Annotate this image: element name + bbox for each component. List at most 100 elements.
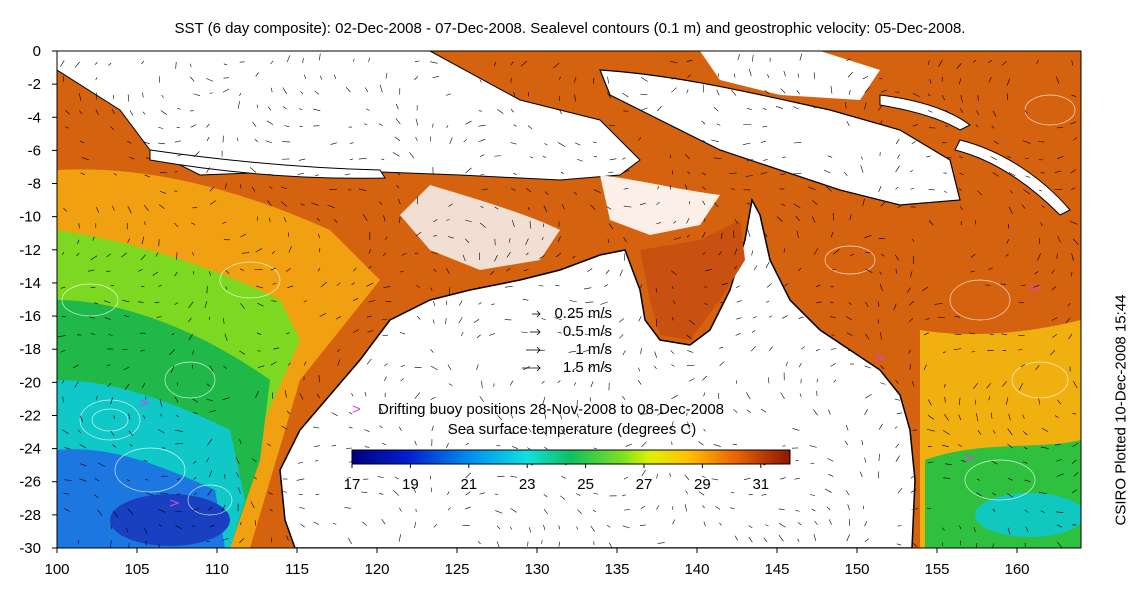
velocity-arrow [753, 265, 758, 271]
velocity-arrow [190, 124, 197, 128]
velocity-arrow [570, 334, 576, 336]
velocity-arrow [1007, 493, 1014, 498]
velocity-arrow [777, 216, 783, 222]
velocity-arrow [381, 518, 386, 525]
velocity-arrow [313, 521, 319, 525]
velocity-arrow [417, 316, 421, 320]
plot-area [57, 51, 1081, 548]
velocity-arrow [127, 94, 130, 102]
velocity-arrow [478, 302, 482, 305]
velocity-arrow [159, 399, 163, 407]
velocity-arrow [480, 206, 484, 208]
velocity-arrow [961, 459, 966, 463]
velocity-arrow [813, 533, 817, 541]
velocity-arrow [711, 478, 719, 481]
velocity-arrow [587, 268, 593, 272]
velocity-arrow [826, 506, 831, 511]
velocity-arrow [176, 493, 181, 495]
velocity-legend: 0.25 m/s0.5 m/s1 m/s1.5 m/s [522, 305, 612, 376]
velocity-arrow [1005, 253, 1009, 257]
velocity-arrow [1070, 169, 1077, 174]
velocity-arrow [508, 238, 511, 243]
velocity-arrow [447, 364, 452, 371]
velocity-arrow [142, 383, 146, 389]
colorbar-tick-label: 27 [636, 476, 653, 493]
velocity-arrow [909, 170, 913, 173]
velocity-arrow [590, 381, 594, 388]
velocity-arrow [368, 300, 376, 303]
velocity-arrow [1006, 397, 1009, 405]
velocity-arrow [378, 123, 383, 126]
velocity-arrow [256, 104, 259, 109]
velocity-arrow [1072, 442, 1079, 447]
velocity-arrow [154, 301, 160, 304]
velocity-arrow [704, 410, 707, 415]
velocity-arrow [775, 105, 784, 109]
velocity-arrow [348, 411, 353, 415]
velocity-arrow [379, 425, 383, 429]
velocity-arrow [430, 287, 433, 291]
velocity-arrow [848, 89, 851, 95]
velocity-arrow [1006, 78, 1010, 86]
velocity-arrow [639, 413, 648, 415]
velocity-arrow [959, 525, 962, 530]
velocity-arrow [362, 214, 368, 221]
velocity-arrow [464, 506, 471, 510]
velocity-arrow [590, 204, 596, 210]
velocity-arrow [909, 271, 913, 278]
velocity-arrow [1054, 415, 1059, 418]
velocity-arrow [510, 77, 512, 83]
velocity-arrow [110, 524, 113, 530]
velocity-arrow [701, 231, 706, 238]
velocity-arrow [399, 331, 406, 335]
velocity-arrow [144, 141, 150, 145]
velocity-arrow [496, 541, 500, 548]
velocity-arrow [303, 361, 307, 366]
velocity-arrow [960, 94, 963, 103]
velocity-arrow [384, 363, 388, 367]
velocity-arrow [479, 222, 486, 228]
velocity-arrow [794, 477, 800, 480]
velocity-arrow [573, 191, 578, 195]
velocity-arrow [684, 184, 688, 190]
velocity-arrow [221, 504, 226, 512]
velocity-arrow [145, 479, 149, 481]
velocity-arrow [687, 421, 690, 430]
y-tick-label: 0 [33, 43, 41, 60]
velocity-arrow [494, 61, 497, 67]
velocity-arrow [495, 510, 503, 514]
velocity-arrow [988, 77, 992, 83]
x-tick-label: 150 [844, 561, 869, 578]
velocity-arrow [795, 510, 800, 512]
velocity-arrow [170, 365, 175, 373]
velocity-arrow [1056, 156, 1064, 160]
velocity-arrow [1041, 205, 1045, 208]
velocity-arrow [561, 203, 565, 210]
velocity-arrow [239, 439, 242, 445]
velocity-arrow [798, 267, 802, 272]
velocity-arrow [845, 490, 850, 496]
velocity-arrow [96, 206, 100, 213]
velocity-arrow [79, 93, 82, 101]
velocity-arrow [225, 269, 230, 274]
y-tick-label: -26 [19, 474, 41, 491]
velocity-arrow [223, 365, 227, 369]
velocity-arrow [945, 125, 949, 128]
velocity-arrow [160, 110, 168, 115]
velocity-arrow [792, 428, 800, 431]
velocity-arrow [113, 173, 117, 176]
velocity-arrow [752, 316, 757, 319]
velocity-arrow [491, 303, 495, 306]
velocity-arrow [106, 364, 111, 367]
velocity-arrow [79, 478, 87, 482]
velocity-arrow [362, 521, 368, 526]
velocity-legend-label: 0.5 m/s [563, 323, 612, 340]
velocity-arrow [704, 303, 708, 305]
velocity-arrow [433, 269, 437, 272]
velocity-arrow [607, 238, 609, 243]
velocity-arrow [447, 491, 450, 496]
velocity-arrow [878, 105, 883, 111]
velocity-arrow [991, 125, 995, 129]
velocity-arrow [618, 318, 624, 323]
